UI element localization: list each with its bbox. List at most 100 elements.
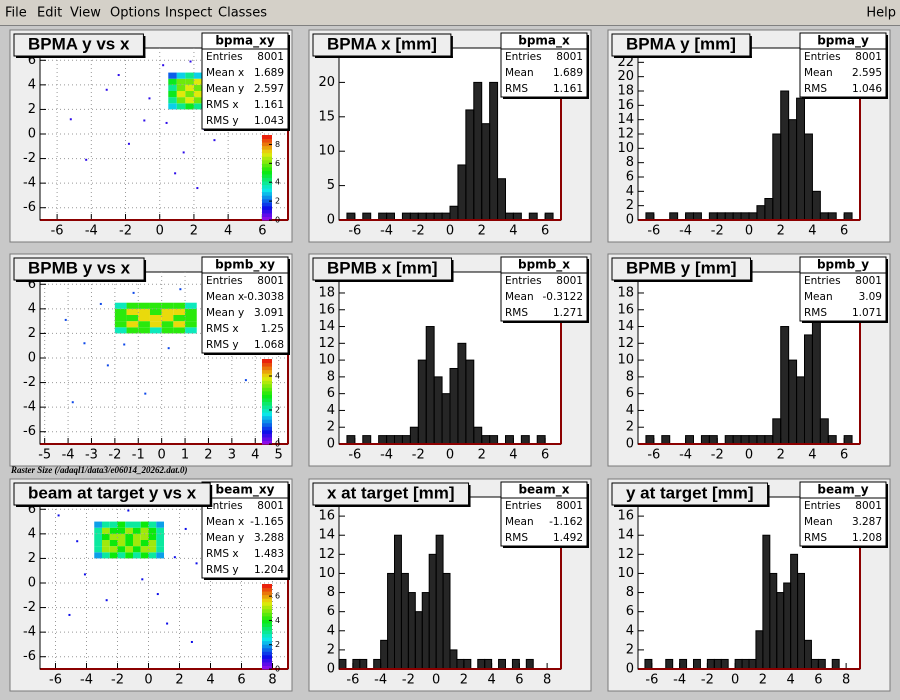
title-shadow: [144, 260, 147, 282]
stats-value: 8001: [257, 51, 284, 63]
scatter-point: [182, 151, 185, 154]
pad-title: BPMB y [mm]: [626, 258, 737, 277]
histogram-bin: [425, 326, 435, 444]
y-tick-label: 16: [617, 98, 634, 113]
histogram-bin: [425, 212, 435, 220]
y-tick-label: 6: [626, 604, 634, 619]
palette-step: [262, 408, 272, 413]
palette-step: [262, 135, 272, 140]
stats-value: 3.091: [254, 307, 284, 319]
stats-label: Mean y: [206, 83, 244, 95]
density-cell: [133, 552, 141, 559]
x-tick-label: 2: [175, 673, 183, 688]
y-tick-label: 8: [626, 369, 634, 384]
palette-step: [262, 647, 272, 652]
y-tick-label: 14: [318, 319, 335, 334]
menu-item[interactable]: File: [5, 6, 27, 21]
palette-step: [262, 661, 272, 666]
y-tick-label: 10: [617, 566, 634, 581]
density-cell: [102, 546, 110, 553]
y-tick-label: 6: [28, 502, 36, 517]
stats-value: -0.3122: [542, 291, 583, 303]
density-cell: [117, 527, 126, 534]
palette-step: [262, 651, 272, 656]
density-cell: [156, 533, 164, 540]
title-shadow: [210, 485, 213, 507]
menu-item[interactable]: Classes: [218, 6, 267, 21]
menu-item[interactable]: Edit: [37, 6, 62, 21]
menu-help[interactable]: Help: [866, 6, 896, 21]
pad-title: beam at target y vs x: [28, 483, 197, 502]
x-tick-label: -4: [380, 224, 393, 239]
density-cell: [94, 527, 102, 534]
menu-item[interactable]: Options: [110, 6, 160, 21]
menu-item[interactable]: Inspect: [165, 6, 212, 21]
histogram-bin: [525, 658, 534, 669]
y-tick-label: 18: [617, 84, 634, 99]
scatter-point: [127, 142, 130, 145]
histogram-bin: [400, 572, 409, 669]
y-tick-label: 10: [318, 144, 335, 159]
palette-step: [262, 415, 272, 420]
density-cell: [133, 533, 141, 540]
density-cell: [156, 552, 164, 559]
histogram-bin: [724, 212, 734, 220]
stats-value: 8001: [556, 500, 583, 512]
x-tick-label: -6: [647, 224, 660, 239]
density-cell: [149, 327, 162, 334]
title-shadow: [16, 280, 147, 282]
histogram-bin: [769, 572, 778, 669]
y-tick-label: -2: [23, 600, 36, 615]
histogram-bin: [843, 212, 853, 220]
stats-label: Entries: [804, 51, 841, 63]
scatter-point: [99, 302, 102, 305]
density-cell: [140, 521, 149, 528]
x-tick-label: 4: [224, 224, 232, 239]
x-tick-label: 2: [478, 224, 486, 239]
density-cell: [193, 91, 203, 98]
histogram-bin: [456, 658, 465, 669]
density-cell: [161, 302, 174, 309]
palette-step: [262, 587, 272, 592]
density-cell: [168, 78, 177, 85]
y-tick-label: 16: [617, 509, 634, 524]
marks: [346, 81, 554, 220]
y-tick-label: 4: [28, 526, 36, 541]
y-tick-label: 4: [327, 403, 335, 418]
scatter-point: [123, 343, 126, 346]
density-cell: [125, 540, 133, 547]
y-tick-label: 4: [626, 184, 634, 199]
x-tick-label: -6: [645, 673, 658, 688]
density-cell: [173, 321, 186, 328]
histogram-bin: [796, 97, 805, 220]
density-cell: [114, 302, 127, 309]
x-tick-label: 6: [840, 448, 848, 463]
density-cell: [125, 527, 133, 534]
density-cell: [133, 546, 141, 553]
stats-value: -1.162: [549, 516, 583, 528]
density-cell: [140, 540, 149, 547]
z-tick-label: 2: [275, 406, 280, 415]
y-tick-label: 4: [626, 623, 634, 638]
histogram-bin: [394, 534, 402, 669]
scatter-point: [117, 74, 120, 77]
histogram-bin: [359, 658, 368, 669]
density-cell: [176, 103, 186, 110]
x-tick-label: 0: [745, 448, 753, 463]
histogram-bin: [811, 317, 821, 444]
scatter-point: [189, 60, 192, 63]
histogram-bin: [511, 658, 520, 669]
marks: [64, 288, 247, 404]
histogram-bin: [544, 212, 554, 220]
palette-step: [262, 163, 272, 168]
x-tick-label: 2: [777, 224, 785, 239]
menu-item[interactable]: View: [70, 6, 101, 21]
x-tick-label: 3: [228, 448, 236, 463]
histogram-bin: [764, 198, 774, 220]
density-cell: [185, 321, 197, 328]
stats-value: 8001: [855, 51, 882, 63]
y-tick-label: -4: [23, 400, 36, 415]
palette-step: [262, 433, 272, 438]
density-cell: [138, 327, 150, 334]
y-tick-label: 0: [626, 213, 634, 228]
